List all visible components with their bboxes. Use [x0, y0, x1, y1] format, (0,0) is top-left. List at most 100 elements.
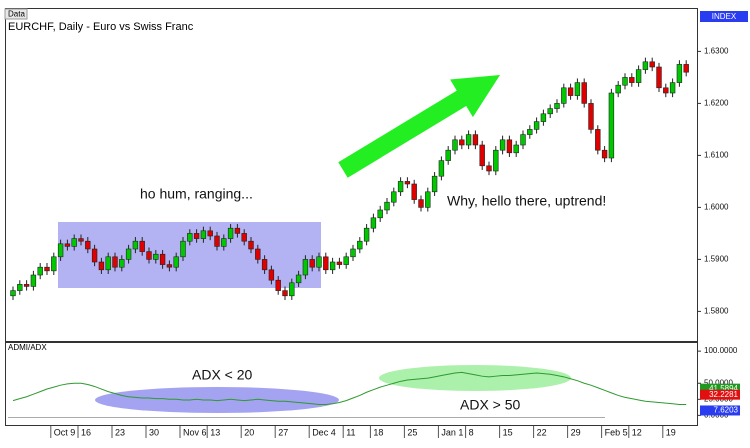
- candle-body: [601, 149, 608, 159]
- candle-body: [656, 66, 662, 89]
- candle-body: [132, 240, 139, 250]
- candle-body: [588, 103, 594, 130]
- data-tag-box: [4, 8, 28, 20]
- candle-body: [669, 82, 676, 94]
- candle-body: [187, 233, 193, 242]
- candle-body: [642, 61, 649, 70]
- candle-body: [23, 284, 30, 287]
- candle-body: [51, 256, 57, 272]
- candle-body: [683, 64, 689, 73]
- badge-box: [700, 11, 748, 22]
- candle-body: [445, 149, 451, 161]
- candle-body: [499, 139, 506, 151]
- candle-body: [234, 227, 241, 234]
- readout-box: [700, 389, 740, 400]
- x-tick-label: 13: [210, 427, 220, 437]
- candle-body: [452, 139, 458, 151]
- candle-body: [146, 251, 152, 260]
- candle-body: [622, 77, 628, 86]
- y-tick-label: 1.6200: [704, 99, 729, 108]
- candle-body: [30, 274, 37, 287]
- candle-body: [547, 108, 553, 115]
- x-tick-label: 18: [373, 427, 383, 437]
- adx-line: [12, 371, 687, 405]
- candle-body: [343, 256, 349, 265]
- y-tick-label: 1.5800: [704, 307, 729, 316]
- y-tick-label: 50.0000: [704, 378, 733, 387]
- candle-body: [221, 238, 227, 247]
- y-tick-label: 1.6000: [704, 203, 729, 212]
- candle-body: [200, 230, 207, 239]
- candle-body: [91, 248, 98, 263]
- x-tick-label: 25: [407, 427, 417, 437]
- x-tick-label: 8: [469, 427, 474, 437]
- candle-body: [193, 233, 200, 239]
- candle-body: [574, 82, 581, 96]
- candle-body: [533, 121, 540, 130]
- candle-body: [302, 259, 309, 276]
- candle-body: [404, 181, 411, 185]
- y-tick-label: 100.0000: [704, 346, 738, 355]
- readout-box: [700, 383, 740, 394]
- candle-body: [241, 233, 247, 242]
- candle-body: [166, 264, 173, 268]
- candle-body: [159, 253, 166, 265]
- candle-body: [248, 240, 254, 250]
- candle-body: [370, 217, 377, 229]
- x-tick-label: 15: [503, 427, 513, 437]
- candle-body: [676, 64, 683, 83]
- candle-body: [125, 248, 132, 260]
- candle-body: [139, 240, 145, 252]
- x-tick-label: 12: [632, 427, 642, 437]
- annotation: ho hum, ranging...: [140, 186, 253, 202]
- candle-body: [479, 144, 485, 167]
- candle-body: [71, 238, 77, 247]
- chart-title: EURCHF, Daily - Euro vs Swiss Franc: [8, 21, 194, 33]
- candle-body: [336, 261, 343, 265]
- candle-body: [431, 175, 438, 193]
- panel-title: ADMI/ADX: [8, 343, 47, 352]
- candle-body: [397, 181, 404, 193]
- candle-body: [207, 230, 213, 237]
- candle-body: [227, 227, 234, 239]
- candle-body: [295, 274, 302, 284]
- x-tick-label: Dec 4: [312, 427, 336, 437]
- candle-body: [105, 256, 111, 271]
- uptrend-arrow: [338, 75, 500, 178]
- readout-label: 32.2281: [709, 390, 738, 399]
- candle-body: [649, 61, 655, 68]
- x-tick-label: Nov 6: [183, 427, 207, 437]
- candle-body: [37, 266, 43, 276]
- candle-body: [329, 261, 336, 271]
- x-tick-label: 19: [666, 427, 676, 437]
- candle-body: [350, 248, 356, 258]
- candle-body: [57, 243, 64, 258]
- x-tick-label: 22: [537, 427, 547, 437]
- x-tick-label: 23: [115, 427, 125, 437]
- candle-body: [275, 279, 281, 291]
- candle-body: [214, 235, 220, 247]
- candle-body: [615, 84, 621, 94]
- candle-body: [289, 282, 295, 297]
- candle-body: [377, 209, 383, 219]
- x-tick-label: Oct 9: [54, 427, 76, 437]
- candle-body: [85, 240, 91, 250]
- candle-body: [411, 183, 417, 200]
- y-tick-label: 1.6300: [704, 47, 729, 56]
- candle-body: [561, 87, 567, 104]
- candle-body: [527, 129, 533, 135]
- candle-body: [323, 256, 329, 271]
- candle-body: [486, 165, 492, 172]
- annotation: ADX < 20: [192, 367, 253, 383]
- low-adx-ellipse: [95, 387, 339, 413]
- candle-body: [64, 243, 71, 247]
- candle-body: [316, 256, 322, 268]
- high-adx-ellipse: [379, 365, 571, 391]
- x-tick-label: 29: [571, 427, 581, 437]
- candle-body: [391, 191, 397, 203]
- readout-label: 41.5894: [709, 384, 738, 393]
- candle-body: [595, 129, 601, 151]
- candle-body: [629, 77, 635, 83]
